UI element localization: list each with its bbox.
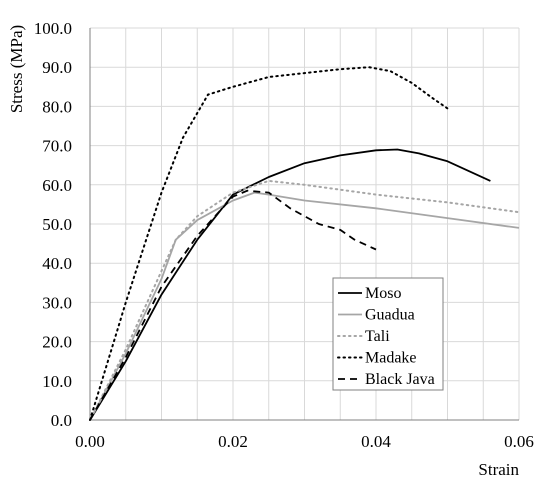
- series-line-black-java: [89, 189, 377, 421]
- legend-label: Guadua: [365, 307, 415, 324]
- tick-labels: 0.0 10.0 20.0 30.0 40.0 50.0 60.0 70.0 80.0 90.0 1…: [34, 19, 534, 451]
- legend: Moso Guadua Tali Madake Black Java: [332, 277, 444, 391]
- y-tick-label: 0.0: [51, 411, 72, 430]
- y-tick-label: 50.0: [42, 215, 72, 234]
- legend-label: Tali: [365, 328, 390, 345]
- x-axis-label: Strain: [478, 460, 519, 479]
- series-line-tali: [89, 179, 520, 421]
- legend-items: Moso Guadua Tali Madake Black Java: [337, 285, 435, 388]
- y-tick-label: 10.0: [42, 372, 72, 391]
- y-tick-label: 30.0: [42, 293, 72, 312]
- y-tick-label: 60.0: [42, 176, 72, 195]
- y-tick-label: 90.0: [42, 58, 72, 77]
- x-tick-label: 0.02: [218, 432, 248, 451]
- series-lines: [89, 66, 520, 421]
- x-tick-label: 0.00: [75, 432, 105, 451]
- y-tick-label: 20.0: [42, 333, 72, 352]
- axes: [89, 28, 519, 421]
- y-axis-label: Stress (MPa): [7, 25, 26, 113]
- legend-box: [332, 277, 444, 391]
- series-line-guadua: [89, 191, 520, 421]
- y-tick-label: 40.0: [42, 254, 72, 273]
- grid: [90, 27, 520, 420]
- y-tick-label: 70.0: [42, 137, 72, 156]
- x-tick-label: 0.06: [504, 432, 534, 451]
- legend-label: Black Java: [365, 371, 435, 388]
- series-line-madake: [89, 66, 449, 421]
- y-tick-label: 100.0: [34, 19, 72, 38]
- legend-label: Madake: [365, 350, 417, 367]
- y-tick-label: 80.0: [42, 97, 72, 116]
- legend-label: Moso: [365, 285, 401, 302]
- x-tick-label: 0.04: [361, 432, 391, 451]
- series-line-moso: [89, 148, 491, 421]
